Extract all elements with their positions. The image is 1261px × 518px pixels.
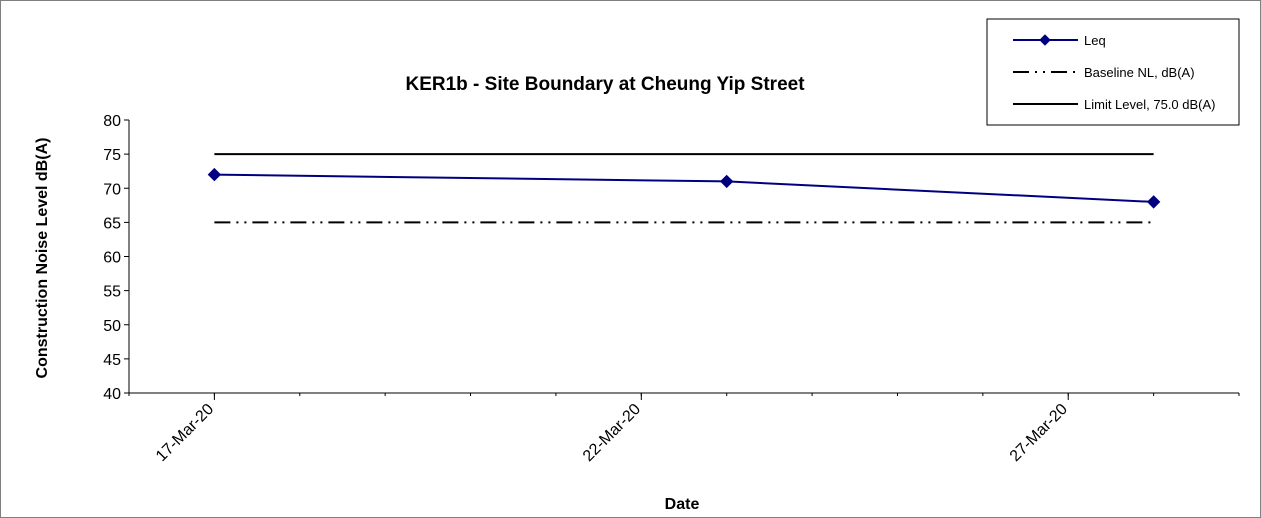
y-tick-label: 45 (103, 352, 121, 369)
y-tick-label: 80 (103, 113, 121, 130)
legend-label: Baseline NL, dB(A) (1084, 65, 1195, 80)
x-tick-label: 17-Mar-20 (153, 401, 217, 465)
x-tick-label: 27-Mar-20 (1007, 401, 1071, 465)
y-axis-title: Construction Noise Level dB(A) (34, 138, 51, 379)
y-tick-label: 65 (103, 215, 121, 232)
chart-axes (128, 120, 1239, 394)
leq-marker (719, 174, 734, 189)
y-tick-label: 75 (103, 147, 121, 164)
y-axis-ticks: 80 75 70 65 60 55 50 45 40 (103, 113, 129, 403)
y-tick-label: 60 (103, 250, 121, 267)
leq-marker (207, 167, 222, 182)
x-axis-title: Date (665, 496, 700, 513)
y-tick-label: 55 (103, 284, 121, 301)
leq-marker (1146, 195, 1161, 209)
y-tick-label: 40 (103, 386, 121, 403)
series-lines (207, 153, 1161, 224)
chart-title: KER1b - Site Boundary at Cheung Yip Stre… (405, 74, 805, 95)
legend: Leq Baseline NL, dB(A) Limit Level, 75.0 d… (986, 18, 1240, 126)
y-tick-label: 50 (103, 318, 121, 335)
leq-line (214, 173, 1154, 203)
legend-label: Limit Level, 75.0 dB(A) (1084, 97, 1216, 112)
x-axis-ticks: 17-Mar-20 22-Mar-20 27-Mar-20 (128, 393, 1240, 465)
legend-label: Leq (1084, 33, 1106, 48)
y-tick-label: 70 (103, 181, 121, 198)
x-tick-label: 22-Mar-20 (580, 401, 644, 465)
legend-marker-leq (1039, 34, 1051, 46)
